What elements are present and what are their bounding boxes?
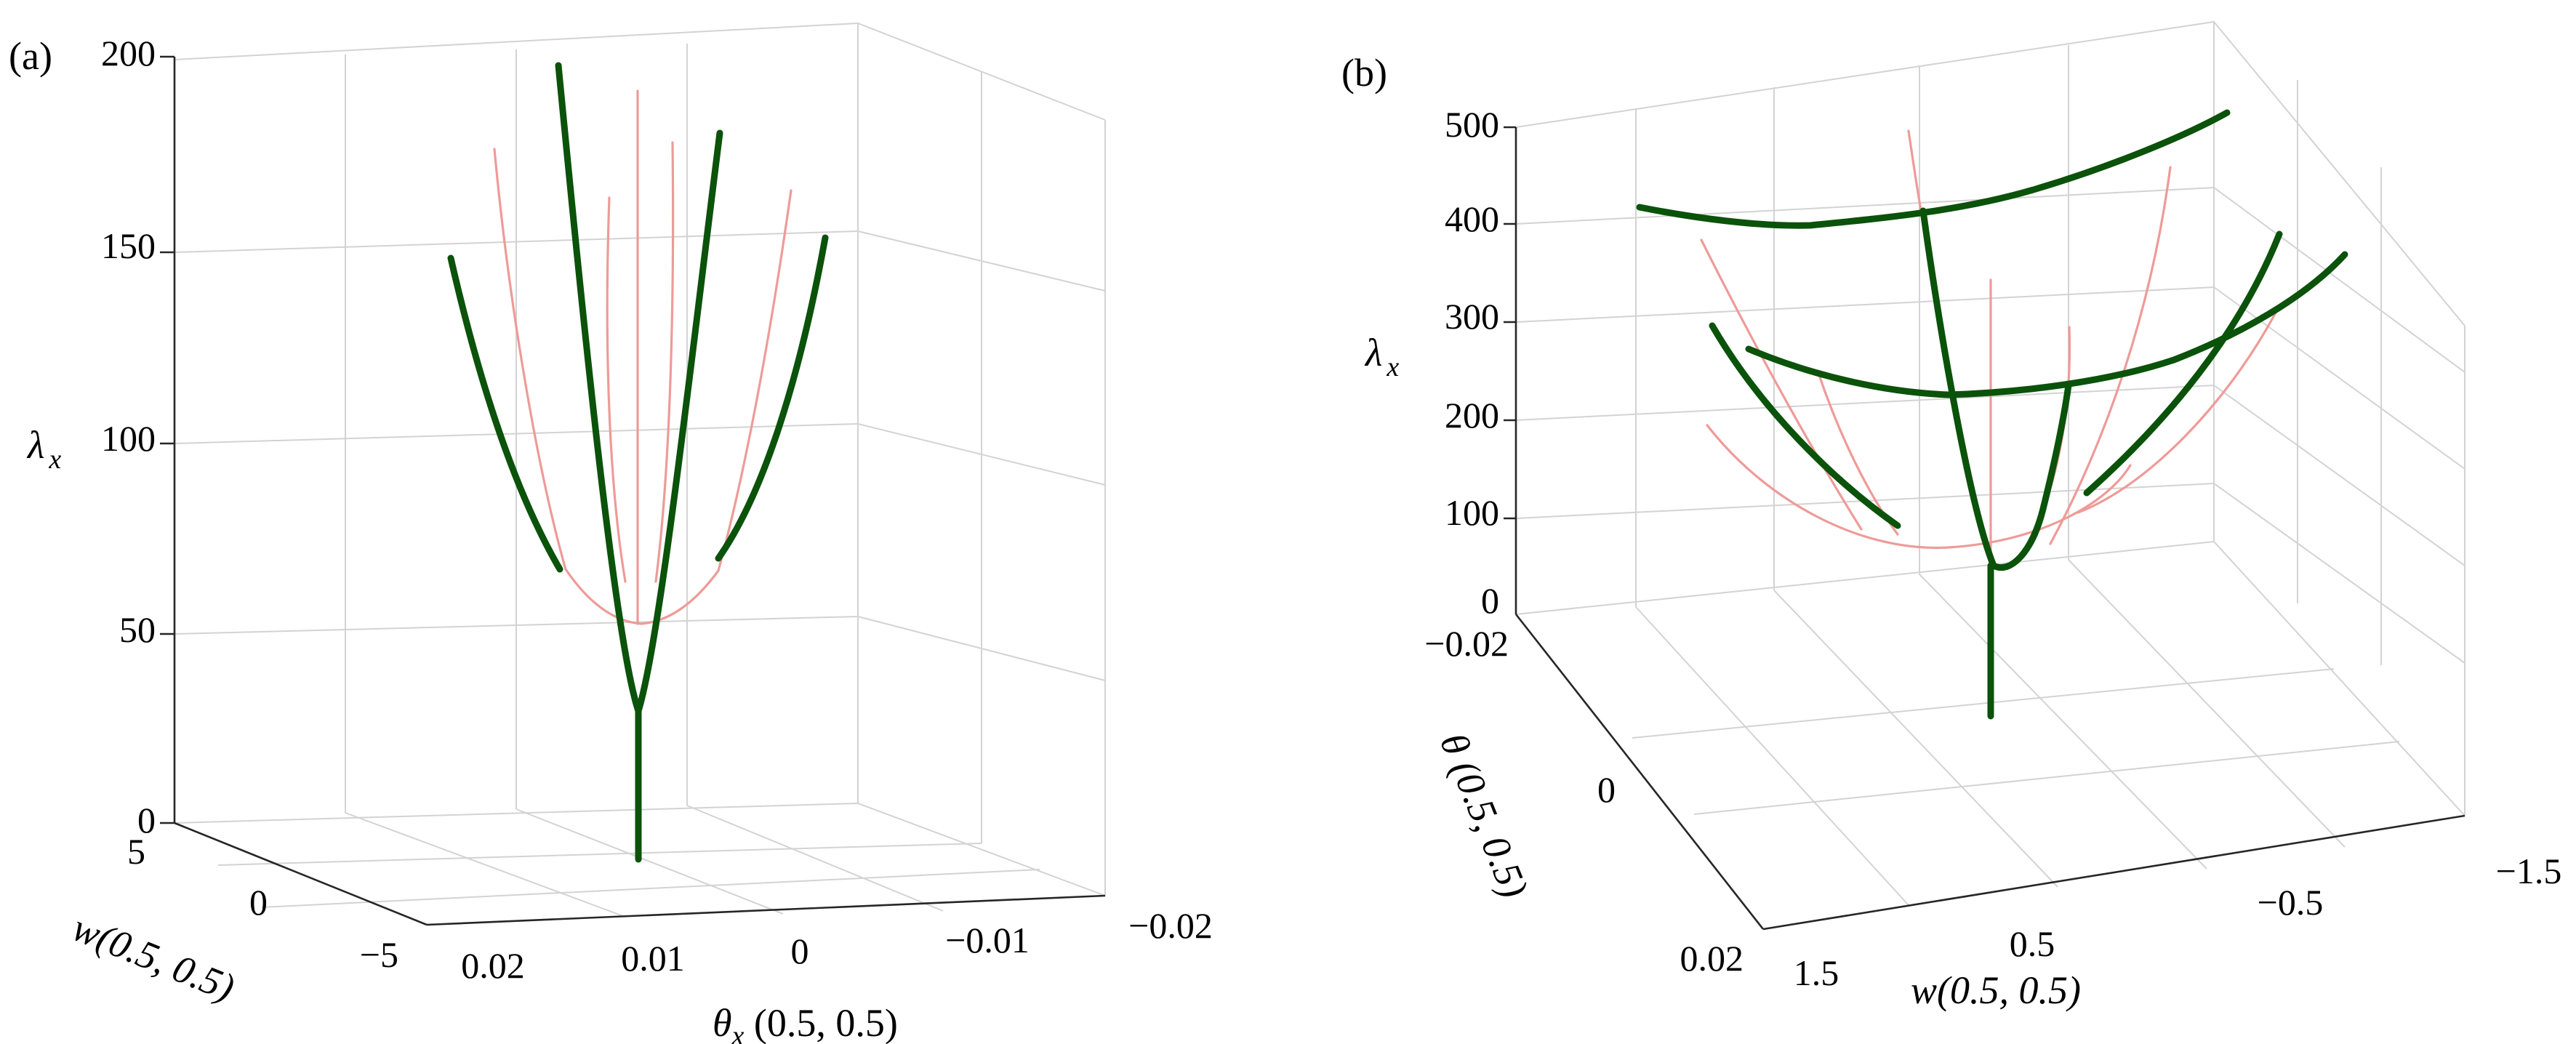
x-tick-b-0.5: 0.5 <box>2010 923 2055 964</box>
series-a-right-branch <box>715 234 829 562</box>
panel-a-chart: (a) 200 <box>9 22 1213 1044</box>
series-b-pink-center-arc <box>1907 129 1992 569</box>
y-tick-b-minus0.02: −0.02 <box>1424 623 1509 664</box>
panel-a-x-axis-line <box>426 894 1106 926</box>
y-tick-b-0: 0 <box>1597 769 1616 810</box>
x-tick-a-0.02: 0.02 <box>461 945 525 986</box>
grid-a-floor-5 <box>217 843 982 866</box>
panel-b-green-branches <box>1636 109 2348 720</box>
series-a-pink-outer-left <box>493 148 567 571</box>
x-tick-a-minus0.02: −0.02 <box>1128 905 1213 946</box>
z-tick-a-100: 100 <box>101 418 156 459</box>
series-a-pink-bowl <box>564 568 720 625</box>
series-b-upper-arc <box>1636 109 2231 229</box>
series-b-pink-left <box>1700 238 1863 531</box>
z-tick-a-0: 0 <box>137 800 156 840</box>
grid-b-floor-6 <box>1693 741 2400 815</box>
x-tick-b-1.5: 1.5 <box>1794 952 1839 993</box>
series-a-pink-outer-right <box>717 189 793 572</box>
grid-a-floor-1 <box>174 802 1106 896</box>
series-b-pink-bowl <box>1706 424 2132 550</box>
panel-label-b: (b) <box>1341 51 1387 95</box>
series-b-central-fork <box>1919 207 2072 571</box>
x-tick-a-0.01: 0.01 <box>621 938 685 979</box>
y-tick-a-0: 0 <box>249 882 268 923</box>
series-a-pink-inner-right <box>654 141 675 583</box>
z-tick-a-200: 200 <box>101 33 156 73</box>
x-tick-b-minus0.5: −0.5 <box>2258 882 2324 923</box>
panel-a-y-ticks: 5 0 −5 <box>127 831 398 975</box>
grid-b-floor-4 <box>2068 559 2346 848</box>
grid-a-floor-4 <box>686 805 944 912</box>
panel-a-grid <box>174 22 1106 917</box>
panel-b-x-ticks: 1.5 0.5 −0.5 −1.5 <box>1794 851 2562 993</box>
z-tick-b-200: 200 <box>1445 395 1499 435</box>
x-axis-label-b: w(0.5, 0.5) <box>1911 968 2081 1012</box>
panel-b-y-ticks: −0.02 0 0.02 <box>1424 623 1744 979</box>
series-a-central-fork <box>555 62 723 715</box>
series-b-left-branch <box>1709 322 1901 529</box>
panel-a-y-axis-line <box>174 822 428 926</box>
panel-b-y-axis-line <box>1514 614 1765 930</box>
panel-a-green-branches <box>447 62 829 863</box>
series-b-pink-mid-left <box>1816 369 1899 536</box>
grid-b-floor-1 <box>1635 606 1909 906</box>
panel-b-z-ticks: 500 400 300 200 100 0 <box>1445 104 1516 621</box>
series-b-pink-right <box>2049 166 2172 545</box>
panel-b-x-axis-line <box>1762 814 2465 931</box>
grid-b-floor-back <box>1515 540 2465 816</box>
x-axis-label-a: θx (0.5, 0.5) <box>713 1001 898 1044</box>
z-tick-b-400: 400 <box>1445 198 1499 239</box>
series-a-pink-inner-left <box>606 196 627 583</box>
grid-b-floor-3 <box>1919 574 2207 870</box>
grid-a-floor-6 <box>261 869 1040 908</box>
grid-a-floor-2 <box>345 812 624 917</box>
y-tick-a-minus5: −5 <box>360 934 398 975</box>
z-tick-b-100: 100 <box>1445 492 1499 533</box>
x-tick-b-minus1.5: −1.5 <box>2496 851 2562 891</box>
x-tick-a-minus0.01: −0.01 <box>945 920 1030 960</box>
panel-a-pink-branches <box>493 89 793 625</box>
grid-a-floor-3 <box>515 808 784 915</box>
y-tick-b-0.02: 0.02 <box>1680 938 1744 979</box>
panel-b-grid <box>1515 20 2465 906</box>
y-axis-label-b: θ (0.5, 0.5) <box>1432 727 1537 904</box>
z-tick-a-50: 50 <box>119 609 156 650</box>
series-a-left-branch <box>447 254 563 573</box>
z-tick-a-150: 150 <box>101 225 156 266</box>
z-tick-b-300: 300 <box>1445 296 1499 337</box>
grid-a-z50-back <box>174 615 1106 681</box>
grid-b-floor-5 <box>1632 668 2335 739</box>
x-tick-a-0: 0 <box>791 931 809 971</box>
z-tick-b-500: 500 <box>1445 104 1499 145</box>
y-axis-label-a: w(0.5, 0.5) <box>67 905 241 1009</box>
y-tick-a-5: 5 <box>127 831 145 872</box>
z-tick-b-0: 0 <box>1481 580 1499 621</box>
series-b-middle-arc <box>1745 251 2348 398</box>
series-b-right-branch <box>2083 230 2283 497</box>
panel-label-a: (a) <box>9 34 52 78</box>
panel-a-z-ticks: 200 150 100 50 0 <box>101 33 174 840</box>
grid-b-floor-2 <box>1773 590 2058 888</box>
grid-a-z150-back <box>174 230 1106 292</box>
grid-a-z100-back <box>174 422 1106 486</box>
panel-b-pink-branches <box>1700 129 2277 569</box>
series-b-pink-far-right <box>2077 311 2277 514</box>
panel-b-chart: (b) <box>1341 20 2562 1012</box>
grid-a-z200-back <box>174 22 1106 121</box>
panel-a-x-ticks: 0.02 0.01 0 −0.01 −0.02 <box>461 905 1213 986</box>
